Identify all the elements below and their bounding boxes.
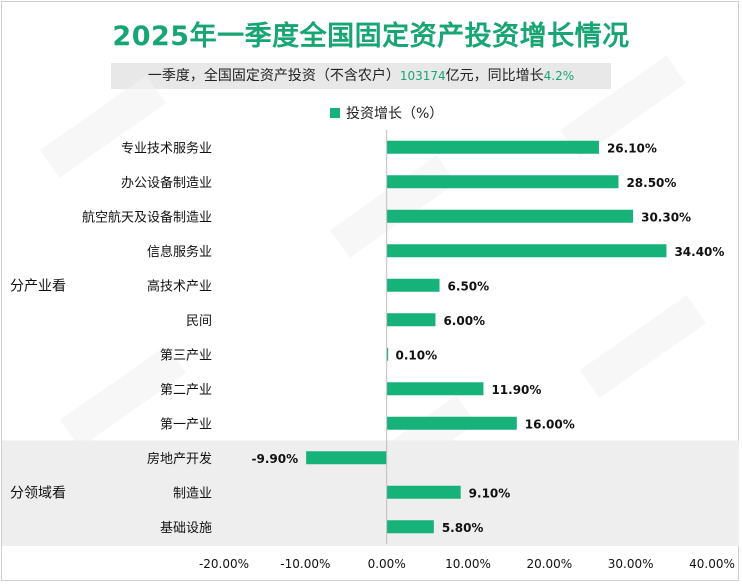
- data-label: 30.30%: [641, 210, 691, 224]
- x-tick-label: 0.00%: [368, 557, 406, 571]
- watermark-layer: [40, 55, 706, 498]
- bar: [386, 278, 440, 292]
- bar: [386, 209, 634, 223]
- bar: [386, 244, 667, 258]
- data-label: 6.50%: [448, 279, 490, 293]
- bar: [386, 347, 389, 361]
- labels-layer: 专业技术服务业 26.10% 办公设备制造业 28.50% 航空航天及设备制造业 30.3…: [10, 140, 735, 571]
- subtitle-text-before: 一季度，全国固定资产投资（不含农户）: [147, 68, 400, 84]
- group-label: 分产业看: [10, 278, 66, 294]
- data-label: 5.80%: [442, 521, 484, 535]
- bar: [386, 313, 436, 327]
- legend-label: 投资增长（%）: [346, 106, 444, 122]
- category-label: 第一产业: [160, 417, 212, 432]
- bar: [386, 485, 461, 499]
- data-label: 11.90%: [491, 383, 541, 397]
- watermark-mark: [560, 55, 686, 158]
- bar: [386, 140, 599, 154]
- category-label: 基础设施: [160, 521, 212, 536]
- category-label: 办公设备制造业: [121, 175, 212, 191]
- watermark-mark: [40, 75, 166, 178]
- category-label: 高技术产业: [147, 278, 212, 294]
- subtitle-amount: 103174: [399, 69, 446, 83]
- x-tick-label: 30.00%: [608, 557, 654, 571]
- legend-swatch: [330, 108, 340, 118]
- chart-legend: 投资增长（%）: [330, 103, 443, 123]
- data-label: 28.50%: [626, 176, 676, 190]
- x-tick-label: -10.00%: [280, 557, 330, 571]
- bar: [386, 416, 517, 430]
- category-label: 航空航天及设备制造业: [82, 209, 212, 225]
- category-label: 专业技术服务业: [121, 140, 212, 156]
- data-label: 9.10%: [469, 486, 511, 500]
- x-tick-label: 20.00%: [526, 557, 572, 571]
- bar: [386, 382, 484, 396]
- data-label: 6.00%: [443, 314, 485, 328]
- chart-title: 2025年一季度全国固定资产投资增长情况: [112, 21, 630, 52]
- watermark-mark: [329, 155, 456, 258]
- bars-layer: [306, 130, 667, 544]
- category-label: 民间: [186, 314, 212, 329]
- category-label: 制造业: [173, 486, 212, 501]
- data-label: -9.90%: [252, 452, 299, 466]
- data-label: 26.10%: [607, 141, 657, 155]
- bar: [386, 520, 434, 534]
- subtitle-text-middle: 亿元，同比增长: [445, 68, 544, 84]
- data-label: 34.40%: [674, 245, 724, 259]
- x-tick-label: 40.00%: [689, 557, 735, 571]
- category-label: 第三产业: [160, 348, 212, 363]
- data-label: 16.00%: [525, 417, 575, 431]
- subtitle-box: 一季度，全国固定资产投资（不含农户）103174亿元，同比增长4.2%: [111, 63, 611, 89]
- watermark-mark: [60, 345, 186, 448]
- bar: [306, 451, 387, 465]
- category-label: 信息服务业: [147, 244, 212, 260]
- subtitle-rate: 4.2%: [543, 69, 575, 83]
- data-label: 0.10%: [395, 348, 437, 362]
- bar: [386, 175, 619, 189]
- watermark-mark: [580, 295, 706, 398]
- group-label: 分领域看: [10, 485, 66, 501]
- x-tick-label: 10.00%: [445, 557, 491, 571]
- x-tick-label: -20.00%: [199, 557, 249, 571]
- category-label: 第二产业: [160, 383, 212, 398]
- category-label: 房地产开发: [147, 451, 212, 467]
